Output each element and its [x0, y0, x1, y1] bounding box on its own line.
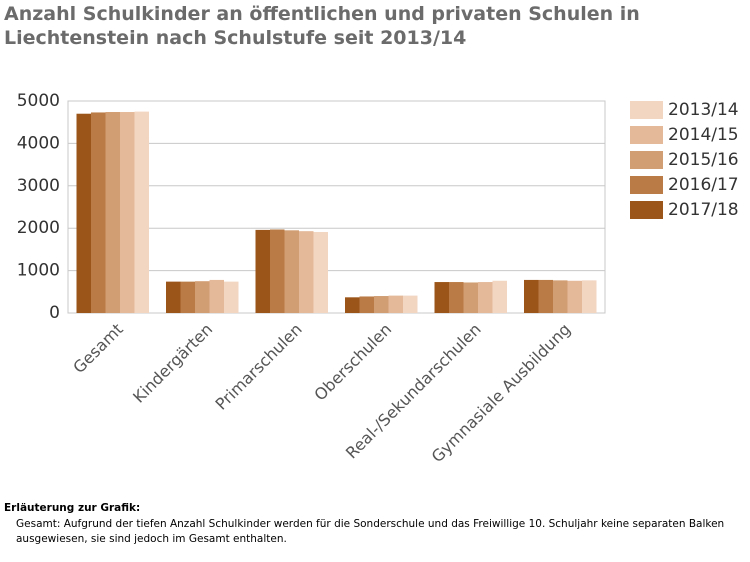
bar — [255, 229, 270, 313]
y-tick-label: 0 — [49, 303, 60, 323]
bar — [492, 280, 507, 313]
chart: 0 1000 2000 3000 4000 5000 Gesamt KindergärtenP… — [17, 91, 739, 466]
x-tick-label: Primarschulen — [212, 320, 306, 414]
legend-label: 2014/15 — [668, 125, 739, 145]
bar — [388, 295, 403, 313]
note: Erläuterung zur Grafik: Gesamt: Aufgrund… — [4, 502, 744, 547]
bar — [345, 297, 360, 313]
y-tick-label: 3000 — [17, 176, 60, 196]
y-tick-label: 4000 — [17, 133, 60, 153]
bar — [120, 112, 135, 313]
y-tick-label: 1000 — [17, 261, 60, 281]
bar — [567, 280, 582, 313]
bar — [538, 279, 553, 313]
legend-swatch — [630, 176, 663, 194]
bar — [195, 281, 210, 313]
bar — [553, 280, 568, 313]
legend-swatch — [630, 151, 663, 169]
bar — [359, 296, 374, 313]
bar — [180, 281, 195, 313]
x-tick-label: Oberschulen — [310, 320, 395, 405]
bar — [209, 279, 224, 313]
legend-label: 2016/17 — [668, 175, 739, 195]
bar — [166, 281, 181, 313]
bar — [224, 281, 239, 313]
legend-label: 2013/14 — [668, 100, 739, 120]
bar — [91, 112, 106, 313]
bar — [434, 282, 449, 313]
y-tick-label: 5000 — [17, 91, 60, 111]
bar — [76, 113, 91, 313]
bar — [313, 232, 328, 313]
bar — [582, 280, 597, 313]
bar — [374, 296, 389, 313]
bar — [270, 229, 285, 313]
legend-label: 2015/16 — [668, 150, 739, 170]
y-tick-label: 2000 — [17, 218, 60, 238]
bar — [524, 279, 539, 313]
x-tick-label: Gesamt — [69, 320, 126, 377]
legend-swatch — [630, 201, 663, 219]
legend-swatch — [630, 101, 663, 119]
note-heading: Erläuterung zur Grafik: — [4, 502, 141, 514]
legend-swatch — [630, 126, 663, 144]
bar — [449, 282, 464, 313]
legend-label: 2017/18 — [668, 200, 739, 220]
note-text: Gesamt: Aufgrund der tiefen Anzahl Schul… — [16, 518, 725, 545]
bar — [105, 112, 120, 313]
bar — [478, 282, 493, 313]
x-tick-label: Kindergärten — [129, 320, 216, 407]
bar — [299, 231, 314, 313]
chart-title: Anzahl Schulkinder an öffentlichen und p… — [4, 3, 640, 49]
plot-border — [67, 100, 606, 314]
bar — [463, 282, 478, 313]
bar — [284, 230, 299, 313]
bar — [134, 111, 149, 313]
bar — [403, 295, 418, 313]
